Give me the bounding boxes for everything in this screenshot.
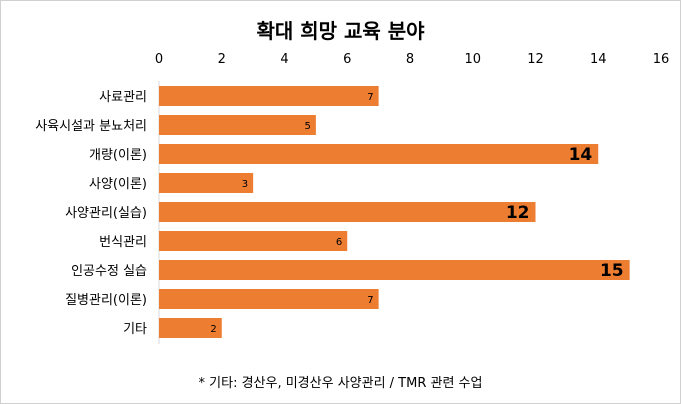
- category-label: 사육시설과 분뇨처리: [35, 119, 147, 134]
- bar: [159, 173, 254, 193]
- category-label: 사료관리: [99, 90, 147, 105]
- bar: [159, 202, 536, 222]
- x-tick-label: 2: [218, 52, 226, 67]
- category-label: 인공수정 실습: [71, 264, 147, 279]
- data-label: 7: [367, 295, 373, 306]
- x-tick-label: 10: [464, 52, 481, 67]
- data-label: 7: [367, 92, 373, 103]
- bar: [159, 231, 348, 251]
- x-tick-label: 12: [527, 52, 544, 67]
- chart-title: 확대 희망 교육 분야: [256, 19, 425, 43]
- bar: [159, 289, 379, 309]
- data-label: 14: [569, 145, 593, 165]
- data-label: 2: [210, 324, 216, 335]
- bar: [159, 86, 379, 106]
- chart-footnote: * 기타: 경산우, 미경산우 사양관리 / TMR 관련 수업: [198, 376, 483, 391]
- x-tick-label: 0: [155, 52, 163, 67]
- x-tick-label: 8: [406, 52, 414, 67]
- category-label: 기타: [123, 322, 147, 337]
- bar: [159, 115, 316, 135]
- bar: [159, 260, 630, 280]
- x-tick-label: 16: [653, 52, 670, 67]
- x-tick-label: 14: [590, 52, 607, 67]
- data-label: 12: [506, 203, 530, 223]
- bar: [159, 318, 222, 338]
- category-label: 사양관리(실습): [65, 206, 147, 221]
- category-label: 질병관리(이론): [65, 293, 147, 308]
- category-label: 번식관리: [99, 235, 147, 250]
- data-label: 15: [600, 261, 624, 281]
- x-tick-label: 6: [343, 52, 351, 67]
- data-label: 3: [242, 179, 248, 190]
- data-label: 6: [336, 237, 342, 248]
- category-label: 사양(이론): [89, 177, 147, 192]
- category-label: 개량(이론): [89, 148, 147, 163]
- data-label: 5: [305, 121, 311, 132]
- bar: [159, 144, 599, 164]
- x-tick-label: 4: [280, 52, 288, 67]
